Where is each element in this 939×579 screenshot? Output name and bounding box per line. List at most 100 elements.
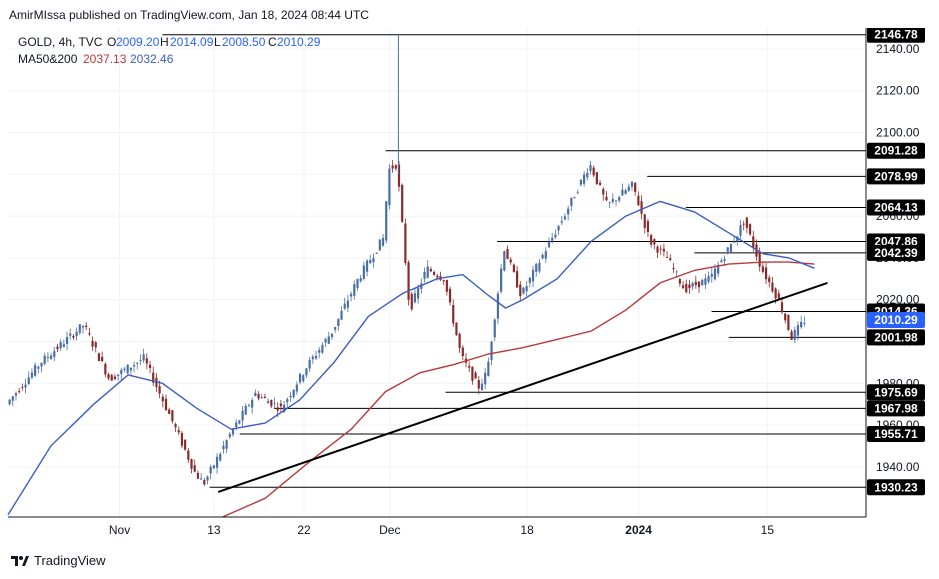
current-price-bg (867, 311, 925, 328)
candle-body (592, 167, 595, 176)
candle-body (605, 196, 608, 201)
candle-body (560, 221, 563, 223)
candle-body (541, 254, 544, 259)
y-tick-label: 2120.00 (876, 84, 920, 98)
candle-body (238, 420, 241, 424)
candle-body (152, 372, 155, 383)
candle-body (656, 246, 659, 253)
level-label-bg (867, 199, 925, 216)
candle-body (701, 279, 704, 286)
candle-body (662, 248, 666, 252)
candle-body (388, 168, 391, 206)
candle-body (761, 266, 764, 272)
candle-body (356, 279, 359, 288)
candle-body (739, 225, 742, 236)
candle-body (614, 200, 618, 202)
candle-body (704, 278, 707, 285)
level-label: 2146.78 (874, 28, 918, 42)
candle-body (758, 252, 761, 267)
level-label: 1930.23 (874, 480, 918, 494)
candle-body (535, 263, 538, 272)
candle-body (426, 266, 429, 278)
candle-body (733, 241, 736, 243)
price-chart[interactable]: 1940.001960.001980.002000.002020.002040.… (0, 26, 939, 548)
candle-body (525, 286, 528, 292)
candle-body (528, 277, 531, 283)
candle-body (583, 174, 586, 184)
candle-body (579, 179, 583, 185)
candle-body (139, 360, 142, 361)
x-tick-label: Nov (109, 523, 130, 537)
candle-body (480, 383, 484, 390)
x-tick-label: 13 (207, 523, 221, 537)
candle-body (222, 445, 225, 450)
candle-body (410, 293, 413, 310)
candle-body (200, 478, 203, 480)
candle-body (723, 259, 726, 261)
candle-body (120, 369, 123, 375)
candle-body (707, 276, 710, 282)
candle-body (34, 365, 37, 376)
candle-body (624, 190, 627, 194)
candle-body (254, 392, 257, 397)
candle-body (196, 472, 200, 479)
candle-body (538, 262, 541, 272)
x-tick-label: 18 (520, 523, 534, 537)
candle-body (276, 407, 279, 411)
footer-brand-text: TradingView (34, 553, 106, 568)
candle-body (340, 310, 343, 320)
candle-body (432, 271, 436, 275)
x-tick-label: 15 (761, 523, 775, 537)
candle-body (745, 217, 748, 228)
candle-body (512, 264, 515, 272)
level-label-bg (867, 142, 925, 159)
candle-body (126, 364, 129, 374)
candle-body (551, 237, 554, 241)
candle-body (113, 376, 117, 380)
candle-body (500, 268, 503, 292)
candle-body (522, 287, 525, 294)
candle-body (650, 235, 653, 245)
candle-body (168, 409, 171, 414)
y-tick-label: 2100.00 (876, 125, 920, 139)
candle-body (56, 346, 59, 350)
x-tick-label: 2024 (625, 523, 652, 537)
candle-body (289, 395, 292, 398)
candle-body (407, 262, 410, 300)
candle-body (468, 365, 471, 368)
legend-ma200-value: 2032.46 (130, 52, 174, 66)
candle-body (496, 293, 500, 319)
legend-high-label: H (160, 35, 169, 49)
level-label-bg (867, 168, 925, 185)
candle-body (110, 374, 113, 381)
candle-body (180, 433, 184, 446)
candle-body (62, 344, 65, 347)
candle-body (263, 396, 267, 398)
legend-open-label: O (107, 35, 116, 49)
candle-body (484, 372, 487, 385)
footer-brand[interactable]: TradingView (10, 553, 106, 568)
candle-body (203, 480, 206, 485)
candle-body (94, 342, 97, 348)
candle-body (148, 364, 152, 369)
candle-body (627, 186, 630, 191)
chart-area[interactable]: 1940.001960.001980.002000.002020.002040.… (0, 26, 939, 548)
candle-body (158, 386, 161, 394)
candle-body (184, 439, 187, 450)
candle-body (330, 333, 334, 337)
candle-body (327, 336, 330, 344)
candle-body (429, 269, 433, 272)
legend-close-value: 2010.29 (277, 35, 321, 49)
candle-body (448, 288, 452, 303)
candle-body (554, 234, 557, 238)
legend-close-label: C (268, 35, 277, 49)
ma200-line (222, 261, 815, 518)
candle-body (777, 293, 780, 299)
candle-body (630, 181, 634, 187)
candle-body (104, 363, 107, 375)
candle-body (669, 258, 672, 261)
candles (8, 34, 806, 486)
candle-body (567, 208, 570, 215)
candle-body (241, 410, 244, 421)
candle-body (273, 403, 276, 405)
